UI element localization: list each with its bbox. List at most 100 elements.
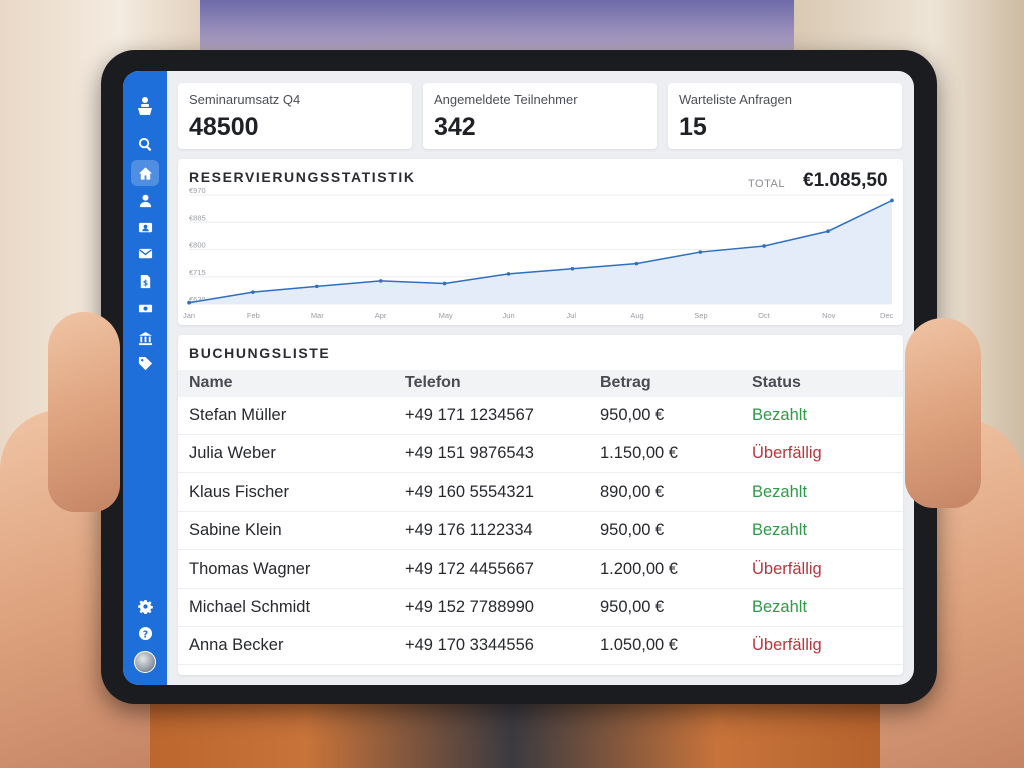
table-row[interactable]: Thomas Wagner +49 172 4455667 1.200,00 € Üb…	[178, 551, 903, 589]
table-title: BUCHUNGSLISTE	[189, 345, 331, 361]
data-point[interactable]	[890, 198, 894, 203]
table-row[interactable]: Sabine Klein +49 176 1122334 950,00 € Bezah…	[178, 512, 903, 551]
invoice-icon[interactable]: $	[131, 268, 159, 294]
cell-phone: +49 172 4455667	[405, 559, 534, 578]
header-status[interactable]: Status	[752, 374, 801, 391]
y-tick-label: €885	[189, 213, 206, 222]
cell-name: Anna Becker	[189, 636, 284, 655]
data-point[interactable]	[506, 272, 511, 276]
cell-status: Überfällig	[752, 559, 822, 578]
data-point[interactable]	[251, 290, 255, 294]
table-row[interactable]: Klaus Fischer +49 160 5554321 890,00 € Beza…	[178, 474, 903, 512]
search-icon[interactable]	[131, 131, 159, 157]
x-tick-label: Feb	[247, 311, 260, 320]
reservation-chart-card: RESERVIERUNGSSTATISTIK TOTAL €1.085,50 €…	[178, 159, 903, 325]
x-tick-label: Oct	[758, 311, 771, 320]
right-thumb	[905, 318, 981, 508]
series-area	[189, 200, 892, 304]
cell-amount: 1.200,00 €	[600, 559, 678, 578]
contact-card-icon[interactable]	[131, 214, 159, 240]
x-tick-label: Jan	[183, 311, 195, 320]
cell-phone: +49 152 7788990	[405, 598, 534, 616]
cell-status: Überfällig	[752, 636, 822, 655]
chart-title: RESERVIERUNGSSTATISTIK	[189, 169, 416, 185]
stat-label: Warteliste Anfragen	[679, 92, 792, 107]
svg-text:$: $	[142, 278, 147, 287]
cell-status: Bezahlt	[752, 482, 808, 501]
svg-text:?: ?	[142, 629, 147, 640]
data-point[interactable]	[826, 229, 830, 234]
data-point[interactable]	[187, 300, 191, 305]
cell-name: Stefan Müller	[189, 406, 287, 424]
cell-amount: 950,00 €	[600, 406, 665, 424]
x-tick-label: May	[439, 311, 453, 320]
sidebar: $ ?	[123, 71, 167, 685]
data-point[interactable]	[315, 284, 319, 289]
data-point[interactable]	[378, 279, 383, 283]
stat-value: 48500	[189, 113, 259, 141]
cell-name: Thomas Wagner	[189, 559, 311, 578]
bank-icon[interactable]	[131, 325, 159, 351]
header-amount[interactable]: Betrag	[600, 374, 651, 391]
speaker-podium-icon[interactable]	[131, 93, 159, 119]
mail-icon[interactable]	[131, 240, 159, 266]
user-icon[interactable]	[131, 187, 159, 213]
header-name[interactable]: Name	[189, 374, 233, 391]
x-tick-label: Jul	[566, 311, 576, 320]
data-point[interactable]	[698, 250, 703, 254]
cell-amount: 950,00 €	[600, 598, 665, 616]
cell-amount: 1.150,00 €	[600, 444, 678, 463]
series-line	[188, 199, 893, 304]
cell-phone: +49 151 9876543	[405, 444, 534, 463]
avatar[interactable]	[134, 651, 156, 673]
gear-icon[interactable]	[131, 593, 159, 619]
y-tick-label: €800	[189, 241, 206, 250]
x-tick-label: Jun	[503, 311, 515, 320]
stat-card-participants: Angemeldete Teilnehmer 342	[423, 83, 657, 149]
cell-phone: +49 170 3344556	[405, 636, 534, 655]
reservation-area-chart: €970 €885 €800 €715 €630 Jan Feb Mar Apr May Jun Ju…	[183, 187, 894, 320]
home-icon[interactable]	[131, 160, 159, 186]
cell-name: Michael Schmidt	[189, 598, 311, 616]
data-point[interactable]	[762, 244, 766, 248]
cell-phone: +49 160 5554321	[405, 482, 534, 501]
stat-card-waitlist: Warteliste Anfragen 15	[668, 83, 902, 149]
stat-value: 15	[679, 113, 707, 141]
cell-status: Bezahlt	[752, 521, 808, 540]
chart-total-label: TOTAL	[748, 178, 785, 190]
tag-icon[interactable]	[131, 350, 159, 376]
x-tick-label: Dec	[880, 311, 894, 320]
cell-name: Sabine Klein	[189, 521, 282, 540]
cell-phone: +49 171 1234567	[405, 406, 534, 424]
cell-name: Klaus Fischer	[189, 482, 289, 501]
data-point[interactable]	[634, 261, 639, 266]
table-row[interactable]: Michael Schmidt +49 152 7788990 950,00 € Be…	[178, 589, 903, 627]
x-tick-label: Mar	[311, 311, 324, 320]
data-point[interactable]	[442, 281, 447, 286]
cell-amount: 950,00 €	[600, 521, 665, 540]
help-icon[interactable]: ?	[131, 620, 159, 646]
data-point[interactable]	[570, 266, 575, 271]
chart-total-value: €1.085,50	[803, 170, 888, 191]
cash-icon[interactable]	[131, 295, 159, 321]
tablet-screen: $ ? Seminarumsatz Q4 48500 Angemeldete T…	[123, 71, 914, 685]
cell-status: Überfällig	[752, 444, 822, 463]
cell-phone: +49 176 1122334	[405, 521, 533, 540]
y-tick-label: €630	[189, 295, 206, 304]
cell-name: Julia Weber	[189, 444, 276, 463]
cell-amount: 890,00 €	[600, 482, 665, 501]
table-header: Name Telefon Betrag Status	[178, 370, 903, 397]
header-phone[interactable]: Telefon	[405, 374, 461, 391]
x-tick-label: Sep	[694, 311, 707, 320]
stat-value: 342	[434, 113, 476, 141]
table-row[interactable]: Anna Becker +49 170 3344556 1.050,00 € Über…	[178, 627, 903, 666]
booking-list-card: BUCHUNGSLISTE Name Telefon Betrag Status…	[178, 335, 903, 675]
x-tick-label: Apr	[375, 311, 387, 320]
table-row[interactable]: Julia Weber +49 151 9876543 1.150,00 € Über…	[178, 435, 903, 474]
stat-label: Seminarumsatz Q4	[189, 92, 301, 107]
main-content: Seminarumsatz Q4 48500 Angemeldete Teiln…	[167, 71, 914, 685]
stat-label: Angemeldete Teilnehmer	[434, 92, 578, 107]
x-tick-label: Nov	[822, 311, 836, 320]
table-row[interactable]: Stefan Müller +49 171 1234567 950,00 € Beza…	[178, 397, 903, 435]
left-thumb	[48, 312, 120, 512]
